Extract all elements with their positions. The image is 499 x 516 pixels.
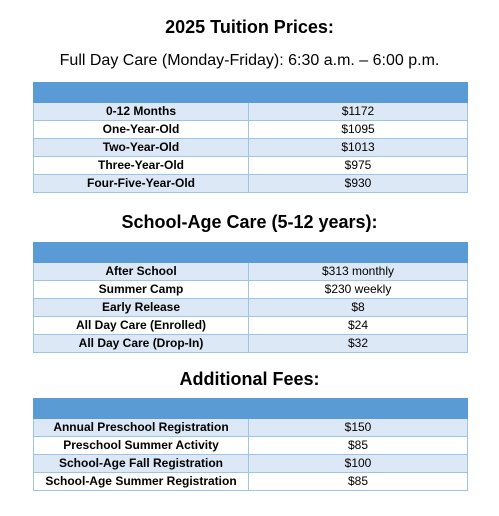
table-row: Three-Year-Old $975	[33, 156, 468, 175]
row-price: $85	[248, 436, 468, 455]
tuition-title: 2025 Tuition Prices:	[165, 17, 334, 37]
row-price: $1095	[248, 120, 468, 139]
row-label: Four-Five-Year-Old	[33, 174, 249, 193]
row-price: $930	[248, 174, 468, 193]
row-price: $100	[248, 454, 468, 473]
row-label: All Day Care (Enrolled)	[33, 316, 249, 335]
school-age-title: School-Age Care (5-12 years):	[121, 212, 378, 232]
row-price: $975	[248, 156, 468, 175]
fees-table: Annual Preschool Registration $150 Presc…	[33, 398, 468, 491]
row-price: $313 monthly	[248, 262, 468, 281]
row-price: $150	[248, 418, 468, 437]
row-label: Three-Year-Old	[33, 156, 249, 175]
fees-title: Additional Fees:	[179, 369, 320, 389]
row-label: Summer Camp	[33, 280, 249, 299]
row-price: $8	[248, 298, 468, 317]
row-label: Early Release	[33, 298, 249, 317]
table-row: Preschool Summer Activity $85	[33, 436, 468, 455]
table-row: 0-12 Months $1172	[33, 102, 468, 121]
table-row: Two-Year-Old $1013	[33, 138, 468, 157]
row-label: One-Year-Old	[33, 120, 249, 139]
school-age-table: After School $313 monthly Summer Camp $2…	[33, 242, 468, 353]
tuition-table: 0-12 Months $1172 One-Year-Old $1095 Two…	[33, 82, 468, 193]
row-price: $85	[248, 472, 468, 491]
table-row: Four-Five-Year-Old $930	[33, 174, 468, 193]
table-row: After School $313 monthly	[33, 262, 468, 281]
table-row: School-Age Fall Registration $100	[33, 454, 468, 473]
table-row: Annual Preschool Registration $150	[33, 418, 468, 437]
row-label: After School	[33, 262, 249, 281]
table-header-band	[33, 398, 468, 419]
row-price: $1172	[248, 102, 468, 121]
tuition-subtitle: Full Day Care (Monday-Friday): 6:30 a.m.…	[59, 52, 440, 69]
row-price: $1013	[248, 138, 468, 157]
row-label: Annual Preschool Registration	[33, 418, 249, 437]
table-row: One-Year-Old $1095	[33, 120, 468, 139]
row-label: 0-12 Months	[33, 102, 249, 121]
row-price: $32	[248, 334, 468, 353]
table-row: School-Age Summer Registration $85	[33, 472, 468, 491]
row-label: School-Age Fall Registration	[33, 454, 249, 473]
row-label: All Day Care (Drop-In)	[33, 334, 249, 353]
table-row: All Day Care (Drop-In) $32	[33, 334, 468, 353]
row-label: School-Age Summer Registration	[33, 472, 249, 491]
table-header-band	[33, 242, 468, 263]
row-label: Preschool Summer Activity	[33, 436, 249, 455]
row-price: $230 weekly	[248, 280, 468, 299]
table-row: All Day Care (Enrolled) $24	[33, 316, 468, 335]
table-row: Early Release $8	[33, 298, 468, 317]
row-label: Two-Year-Old	[33, 138, 249, 157]
table-header-band	[33, 82, 468, 103]
row-price: $24	[248, 316, 468, 335]
table-row: Summer Camp $230 weekly	[33, 280, 468, 299]
